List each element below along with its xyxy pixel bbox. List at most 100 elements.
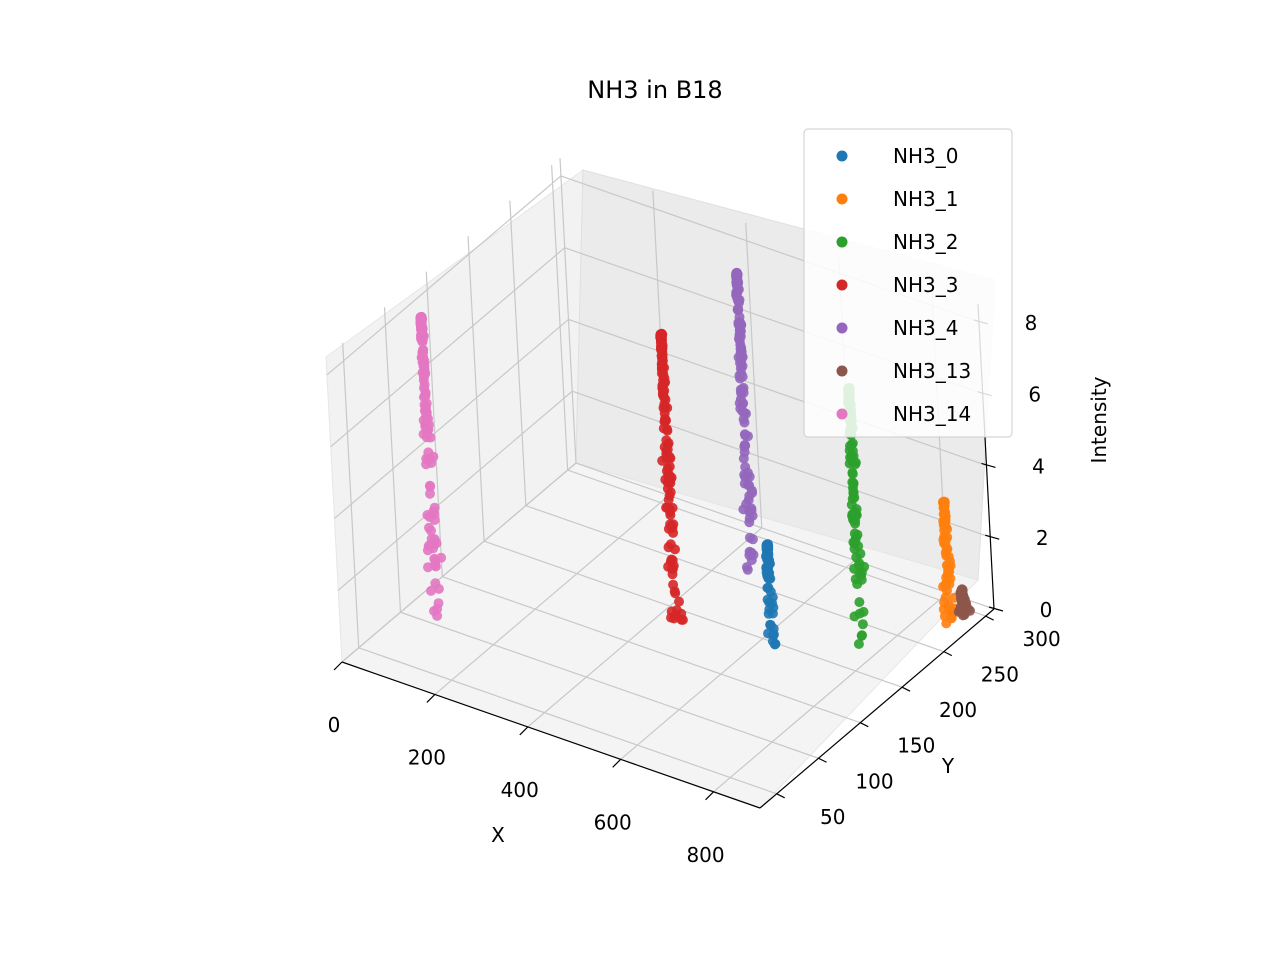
data-point: [852, 579, 863, 590]
floor-grid-line: [442, 576, 861, 724]
data-point: [846, 452, 857, 463]
z-tick: [985, 534, 1000, 540]
z-tick: [988, 606, 1004, 612]
floor-grid-line: [358, 647, 777, 795]
data-point: [735, 326, 746, 337]
x-tick: [705, 791, 714, 801]
floor-grid-line: [527, 527, 763, 728]
data-point: [436, 552, 447, 563]
x-tick: [519, 726, 529, 736]
data-point: [667, 555, 678, 566]
data-point: [657, 353, 667, 364]
data-point: [761, 544, 772, 555]
back-grid-line: [745, 222, 763, 528]
chart-title: NH3 in B18: [587, 76, 722, 104]
legend-item: NH3_4: [836, 316, 958, 340]
data-point: [669, 613, 679, 624]
legend-marker: [836, 365, 848, 377]
legend-marker: [836, 322, 848, 334]
data-point: [429, 502, 440, 513]
data-point: [662, 444, 673, 455]
data-point: [665, 539, 676, 550]
y-tick-label: 200: [939, 698, 977, 722]
y-tick-label: 250: [981, 663, 1019, 687]
data-point: [735, 357, 745, 368]
data-point: [741, 562, 752, 573]
data-point: [854, 560, 864, 571]
floor-grid-line: [620, 559, 856, 760]
back-grid-line: [568, 318, 987, 467]
floor-grid-line: [434, 494, 670, 695]
left-grid-line: [551, 165, 569, 471]
data-point: [848, 513, 858, 524]
data-point: [733, 303, 744, 314]
z-tick-label: 2: [1036, 526, 1049, 550]
legend-label: NH3_13: [893, 359, 971, 383]
data-point: [426, 585, 436, 596]
y-tick: [818, 757, 827, 763]
y-tick: [860, 722, 869, 728]
z-tick-label: 6: [1028, 383, 1041, 407]
data-point: [659, 408, 670, 419]
data-point: [663, 494, 674, 505]
x-tick-label: 200: [408, 745, 446, 769]
y-tick-label: 300: [1023, 627, 1061, 651]
legend: NH3_0 NH3_1 NH3_2 NH3_3 NH3_4 NH3_13 NH3_14: [803, 128, 1013, 438]
z-tick-label: 8: [1025, 311, 1038, 335]
data-point: [731, 270, 742, 281]
y-tick: [776, 793, 785, 799]
y-axis-line: [759, 608, 995, 809]
y-tick: [985, 615, 994, 621]
data-point: [768, 602, 779, 613]
data-point: [670, 588, 681, 599]
data-point: [745, 548, 756, 558]
back-grid-line: [572, 390, 991, 538]
data-point: [939, 538, 950, 549]
data-point: [737, 399, 748, 410]
left-grid-line: [341, 462, 577, 663]
left-grid-line: [342, 342, 360, 648]
data-point: [739, 417, 750, 428]
data-point: [736, 348, 747, 359]
legend-item: NH3_2: [836, 230, 958, 254]
x-tick-label: 400: [501, 778, 539, 802]
left-grid-line: [425, 271, 443, 577]
data-point: [763, 582, 774, 593]
legend-marker: [836, 236, 848, 248]
data-point: [425, 488, 435, 499]
x-axis-label: X: [491, 823, 505, 847]
data-point: [939, 496, 950, 507]
series-NH3_4: [731, 267, 759, 575]
data-point: [943, 551, 954, 562]
data-point: [942, 561, 953, 572]
legend-marker: [836, 150, 848, 162]
data-point: [677, 614, 688, 625]
left-grid-line: [467, 236, 485, 542]
y-axis-label: Y: [941, 754, 955, 778]
data-point: [847, 438, 858, 449]
data-point: [657, 388, 668, 399]
data-point: [420, 389, 431, 400]
data-point: [656, 338, 667, 349]
data-point: [958, 593, 969, 604]
left-grid-line: [330, 247, 566, 448]
legend-item: NH3_0: [836, 144, 958, 168]
legend-marker: [836, 279, 848, 291]
data-point: [733, 295, 744, 306]
data-point: [747, 510, 758, 521]
x-tick-label: 0: [328, 713, 341, 737]
legend-label: NH3_14: [893, 402, 971, 426]
data-point: [855, 548, 866, 559]
panes: [325, 169, 996, 809]
data-point: [667, 569, 678, 580]
data-point: [857, 619, 868, 630]
data-point: [738, 453, 749, 464]
data-point: [765, 573, 776, 584]
data-point: [762, 594, 773, 605]
data-point: [674, 596, 684, 607]
floor-grid-line: [713, 592, 948, 793]
data-point: [731, 278, 742, 289]
data-point: [767, 636, 778, 647]
data-point: [422, 510, 433, 520]
